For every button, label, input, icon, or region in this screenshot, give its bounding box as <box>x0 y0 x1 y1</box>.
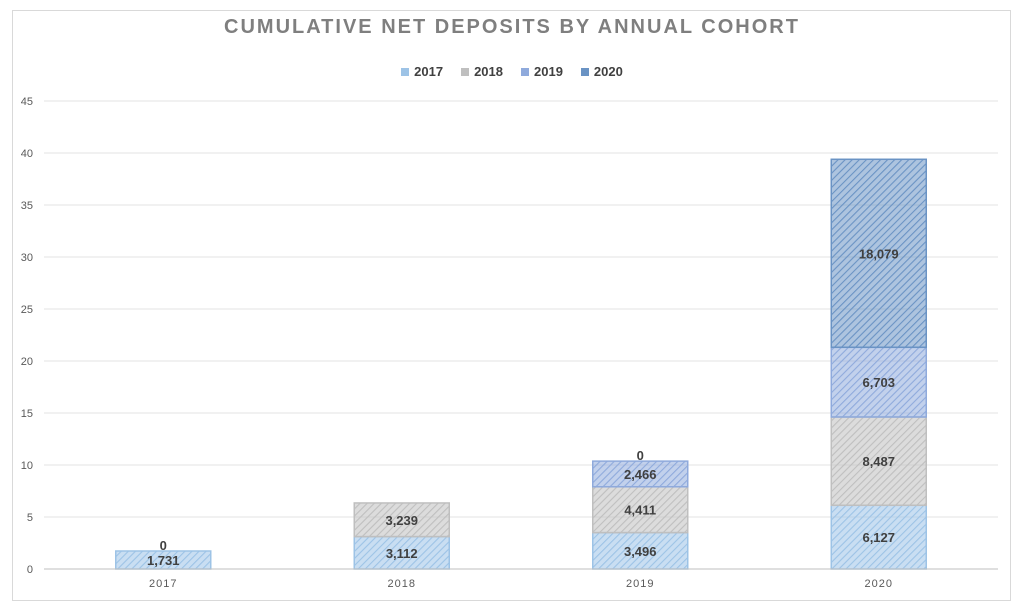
legend-label: 2017 <box>414 64 444 79</box>
bar-segment-2018-2019 <box>592 486 689 534</box>
x-tick-label: 2018 <box>388 578 416 590</box>
x-tick-label: 2019 <box>626 578 654 590</box>
legend-item-2019: 2019 <box>521 64 563 79</box>
y-tick-label: 10 <box>21 460 33 472</box>
bar-segment-2017-2020 <box>830 504 927 570</box>
legend-swatch <box>461 67 470 76</box>
data-label: 4,411 <box>624 503 656 518</box>
bar-segment-2019-2020 <box>830 346 927 418</box>
data-label: 18,079 <box>859 246 899 261</box>
chart-title: CUMULATIVE NET DEPOSITS BY ANNUAL COHORT <box>224 16 800 38</box>
bar-segment-2017-2018 <box>353 535 450 570</box>
legend-label: 2019 <box>534 64 563 79</box>
bar-segment-2018-2018 <box>353 502 450 538</box>
data-label: 3,112 <box>386 546 418 561</box>
legend-label: 2018 <box>474 64 503 79</box>
legend-swatch <box>401 67 410 76</box>
y-tick-label: 25 <box>21 304 33 316</box>
data-label: 2,466 <box>624 467 657 482</box>
y-tick-label: 5 <box>27 512 33 524</box>
y-tick-label: 20 <box>21 356 33 368</box>
x-tick-label: 2020 <box>865 578 893 590</box>
y-tick-label: 30 <box>21 252 33 264</box>
y-tick-label: 45 <box>21 96 33 108</box>
y-tick-label: 35 <box>21 200 33 212</box>
legend-item-2020: 2020 <box>580 64 623 79</box>
bar-segment-2020-2020 <box>830 158 927 349</box>
legend-item-2017: 2017 <box>401 64 443 79</box>
data-label: 6,127 <box>862 530 895 545</box>
data-label: 0 <box>637 448 644 463</box>
data-label: 6,703 <box>862 375 895 390</box>
legend-swatch <box>521 67 529 76</box>
legend-item-2018: 2018 <box>461 64 503 79</box>
bar-segment-2019-2019 <box>592 460 689 488</box>
bar-segment-2018-2020 <box>830 416 927 507</box>
data-label: 1,731 <box>147 553 180 568</box>
y-tick-label: 0 <box>27 564 33 576</box>
y-tick-label: 40 <box>21 148 33 160</box>
y-tick-label: 15 <box>21 408 33 420</box>
x-tick-label: 2017 <box>149 578 177 590</box>
legend-label: 2020 <box>593 64 623 79</box>
data-label: 3,239 <box>385 513 418 528</box>
data-label: 3,496 <box>624 544 657 559</box>
legend-swatch <box>580 67 589 76</box>
chart-legend: 2017 2018 2019 2020 <box>0 64 1024 79</box>
bar-segment-2017-2019 <box>592 531 689 570</box>
data-label: 0 <box>160 538 167 553</box>
data-label: 8,487 <box>862 454 895 469</box>
